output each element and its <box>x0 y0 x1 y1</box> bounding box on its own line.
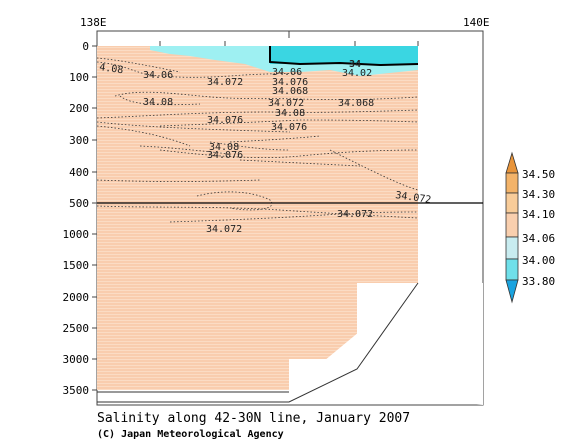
contour-label: 34.076 <box>272 77 308 88</box>
contour-label: 34.072 <box>337 209 373 220</box>
bathymetry-area <box>289 283 483 405</box>
contour-label: 34.072 <box>207 77 243 88</box>
contour-label: 34.068 <box>272 86 308 97</box>
contour-label: 34.076 <box>271 122 307 133</box>
bathymetry-line <box>97 282 419 403</box>
chart-title: Salinity along 42-30N line, January 2007 <box>97 411 410 426</box>
y-tick-label: 200 <box>69 102 89 115</box>
colorbar-label: 34.00 <box>522 254 555 267</box>
y-tick-label: 100 <box>69 71 89 84</box>
chart-credit: (C) Japan Meteorological Agency <box>97 428 284 440</box>
contour-label: 34.02 <box>342 68 372 79</box>
y-tick-label: 300 <box>69 134 89 147</box>
colorbar-label: 33.80 <box>522 275 555 288</box>
x-tick-label-1: 140E <box>463 16 490 29</box>
x-ticks <box>96 31 484 46</box>
fill-region-34-06 <box>97 46 418 390</box>
contour-label: 34.068 <box>338 98 374 109</box>
colorbar-bottom-triangle <box>505 279 519 304</box>
y-ticks <box>92 45 97 391</box>
colorbar-segment <box>505 258 519 281</box>
contour-34-bold <box>269 46 419 67</box>
colorbar-label: 34.10 <box>522 208 555 221</box>
colorbar-segment <box>505 212 519 238</box>
colorbar-label: 34.50 <box>522 168 555 181</box>
y-tick-label: 1000 <box>63 228 90 241</box>
colorbar-segment <box>505 172 519 194</box>
y-tick-label: 3500 <box>63 384 90 397</box>
colorbar-label: 34.30 <box>522 188 555 201</box>
contour-lines <box>96 57 419 223</box>
contour-label: 34.072 <box>206 224 242 235</box>
contour-label: 34.08 <box>275 108 305 119</box>
colorbar-segment <box>505 192 519 214</box>
contour-label: 34.072 <box>268 98 304 109</box>
fill-region-33-80 <box>270 46 418 65</box>
y-tick-label: 500 <box>69 197 89 210</box>
colorbar-label: 34.06 <box>522 232 555 245</box>
contour-label: 34.08 <box>209 142 239 153</box>
y-tick-label: 2000 <box>63 291 90 304</box>
y-tick-label: 400 <box>69 166 89 179</box>
contour-label: 34.072 <box>395 190 432 206</box>
contour-label: 34.076 <box>207 115 243 126</box>
contour-label: 34.08 <box>143 97 173 108</box>
contour-label: 34 <box>349 59 361 70</box>
y-tick-label: 1500 <box>63 259 90 272</box>
y-tick-label: 0 <box>82 40 89 53</box>
colorbar-top-triangle <box>505 151 519 174</box>
y-tick-label: 3000 <box>63 353 90 366</box>
colorbar-segment <box>505 236 519 260</box>
contour-label: 34.076 <box>207 150 243 161</box>
contour-label: 34.06 <box>143 70 173 81</box>
contour-label: 34.06 <box>272 67 302 78</box>
x-tick-label-0: 138E <box>80 16 107 29</box>
contour-label: 4.08 <box>99 62 124 76</box>
colorbar <box>505 151 519 304</box>
y-tick-label: 2500 <box>63 322 90 335</box>
